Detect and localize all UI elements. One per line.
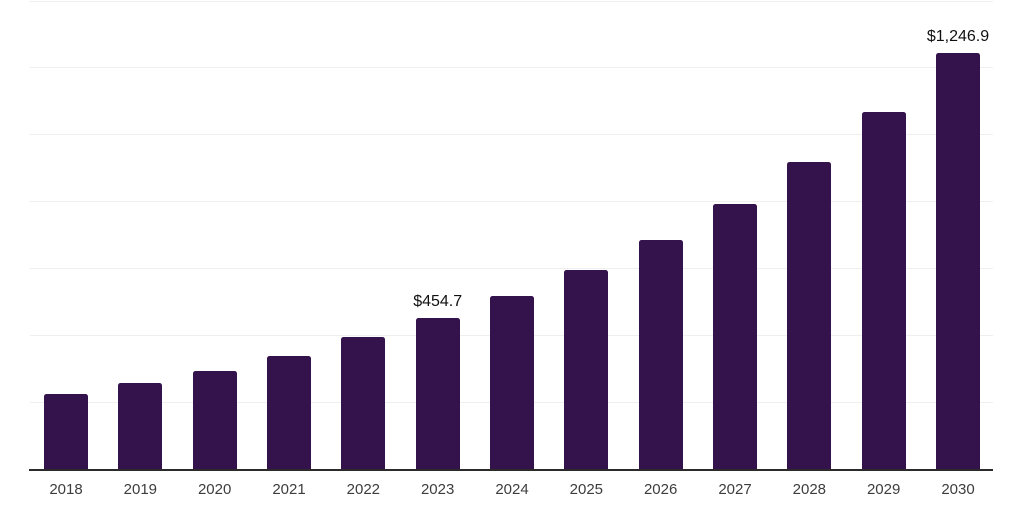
bar-2024 xyxy=(490,295,534,470)
bar-2025 xyxy=(564,270,609,470)
bar-2026 xyxy=(638,240,683,470)
value-label-2030: $1,246.9 xyxy=(926,27,990,45)
bar-2021 xyxy=(267,355,311,470)
bar-2022 xyxy=(341,337,386,470)
gridline-800 xyxy=(30,201,993,203)
x-tick-2027: 2027 xyxy=(718,481,752,498)
gridline-1400 xyxy=(30,0,993,2)
x-tick-2022: 2022 xyxy=(346,481,381,498)
value-label-2023: $454.7 xyxy=(413,292,463,310)
bar-2027 xyxy=(713,204,757,470)
gridline-1000 xyxy=(30,134,993,136)
bar-2019 xyxy=(118,383,163,470)
x-tick-2023: 2023 xyxy=(420,481,455,498)
x-axis-tick-labels: 2018 2019 2020 2021 2022 2023 2024 2025 2026 2027… xyxy=(0,481,1024,503)
x-tick-2026: 2026 xyxy=(643,481,678,498)
bar-2029 xyxy=(861,112,906,470)
x-tick-2019: 2019 xyxy=(123,481,158,498)
x-tick-2030: 2030 xyxy=(941,481,975,498)
bar-2023 xyxy=(415,317,460,470)
plot-area: $454.7 $1,246.9 xyxy=(30,0,993,470)
bar-2020 xyxy=(192,370,237,470)
bar-2030 xyxy=(936,52,980,470)
x-tick-2025: 2025 xyxy=(569,481,604,498)
x-axis-line xyxy=(29,469,993,471)
x-tick-2028: 2028 xyxy=(792,481,827,498)
bar-2018 xyxy=(44,394,88,470)
x-tick-2029: 2029 xyxy=(866,481,901,498)
gridline-600 xyxy=(30,268,993,270)
bar-2028 xyxy=(787,162,832,470)
x-tick-2024: 2024 xyxy=(495,481,529,498)
x-tick-2020: 2020 xyxy=(197,481,232,498)
x-tick-2018: 2018 xyxy=(49,481,83,498)
gridline-1200 xyxy=(30,67,993,69)
x-tick-2021: 2021 xyxy=(272,481,306,498)
